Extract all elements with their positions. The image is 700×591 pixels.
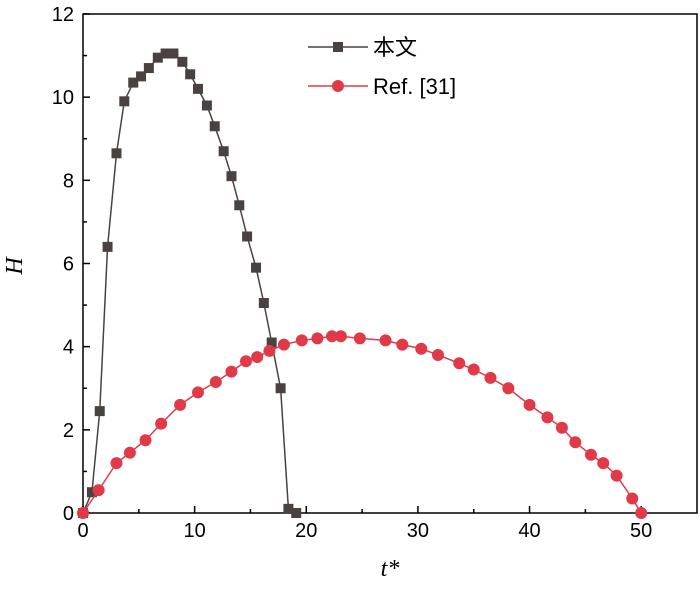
legend-label-series-2: Ref. [31] — [373, 74, 456, 99]
data-point — [584, 448, 597, 461]
data-point — [185, 69, 196, 80]
data-point — [177, 56, 188, 67]
data-point — [239, 355, 252, 368]
data-point — [275, 383, 286, 394]
data-point — [143, 63, 154, 74]
data-point — [234, 200, 245, 211]
legend: 本文 Ref. [31] — [308, 35, 456, 99]
data-point — [225, 365, 238, 378]
data-point — [484, 371, 497, 384]
data-point — [353, 332, 366, 345]
data-point — [258, 298, 269, 309]
data-point — [201, 100, 212, 111]
data-point — [610, 469, 623, 482]
x-axis-title: t* — [381, 556, 400, 582]
x-tick-label: 30 — [407, 520, 429, 542]
data-point — [110, 457, 123, 470]
series-line — [82, 52, 297, 514]
data-point — [152, 52, 163, 63]
y-axis: 0 2 4 6 8 10 12 — [52, 4, 90, 525]
x-tick-label: 0 — [77, 520, 88, 542]
x-tick-label: 20 — [295, 520, 317, 542]
data-point — [94, 406, 105, 417]
data-point — [334, 330, 347, 343]
data-point — [102, 241, 113, 252]
data-point — [626, 492, 639, 505]
data-point — [168, 48, 179, 59]
series-2 — [77, 330, 648, 519]
data-point — [226, 171, 237, 182]
legend-marker-series-2 — [332, 80, 344, 92]
data-point — [251, 262, 262, 273]
data-point — [325, 330, 338, 343]
data-point — [311, 332, 324, 345]
data-point — [569, 436, 582, 449]
data-point — [396, 338, 409, 351]
data-point — [467, 363, 480, 376]
data-point — [123, 446, 136, 459]
data-point — [291, 508, 302, 518]
x-axis: 0 10 20 30 40 50 — [77, 506, 652, 542]
data-point — [432, 348, 445, 361]
data-point — [597, 457, 610, 470]
data-point — [86, 487, 97, 498]
data-point — [119, 96, 130, 107]
x-tick-label: 40 — [518, 520, 540, 542]
y-axis-title: H — [2, 256, 28, 276]
data-point — [266, 337, 277, 348]
data-point — [218, 146, 229, 157]
data-point — [283, 503, 294, 514]
data-point — [541, 411, 554, 424]
data-point — [379, 334, 392, 347]
data-point — [415, 342, 428, 355]
series-1 — [78, 48, 302, 518]
series-layer — [77, 48, 648, 519]
data-point — [242, 231, 253, 242]
data-point — [523, 398, 536, 411]
data-point — [277, 338, 290, 351]
data-point — [111, 148, 122, 159]
data-point — [160, 48, 171, 59]
data-point — [555, 421, 568, 434]
y-tick-label: 10 — [52, 87, 74, 109]
legend-label-series-1: 本文 — [373, 35, 417, 60]
y-tick-label: 8 — [63, 170, 74, 192]
x-tick-label: 10 — [184, 520, 206, 542]
data-point — [77, 507, 89, 519]
data-point — [295, 334, 308, 347]
data-point — [251, 351, 264, 364]
data-point — [502, 382, 515, 395]
x-tick-label: 50 — [630, 520, 652, 542]
data-point — [209, 121, 220, 132]
data-point — [174, 398, 187, 411]
y-tick-label: 2 — [63, 420, 74, 442]
y-tick-label: 12 — [52, 4, 74, 26]
data-point — [191, 386, 204, 399]
data-point — [453, 357, 466, 370]
legend-marker-series-1 — [333, 42, 343, 52]
data-point — [635, 507, 648, 519]
y-tick-label: 0 — [63, 503, 74, 525]
data-point — [139, 434, 152, 447]
y-tick-label: 6 — [63, 254, 74, 276]
data-point — [128, 77, 139, 88]
y-tick-label: 4 — [63, 337, 74, 359]
data-point — [192, 83, 203, 94]
data-point — [155, 417, 168, 430]
data-point — [92, 484, 105, 497]
data-point — [209, 376, 222, 389]
data-point — [263, 344, 276, 357]
data-point — [136, 71, 147, 82]
